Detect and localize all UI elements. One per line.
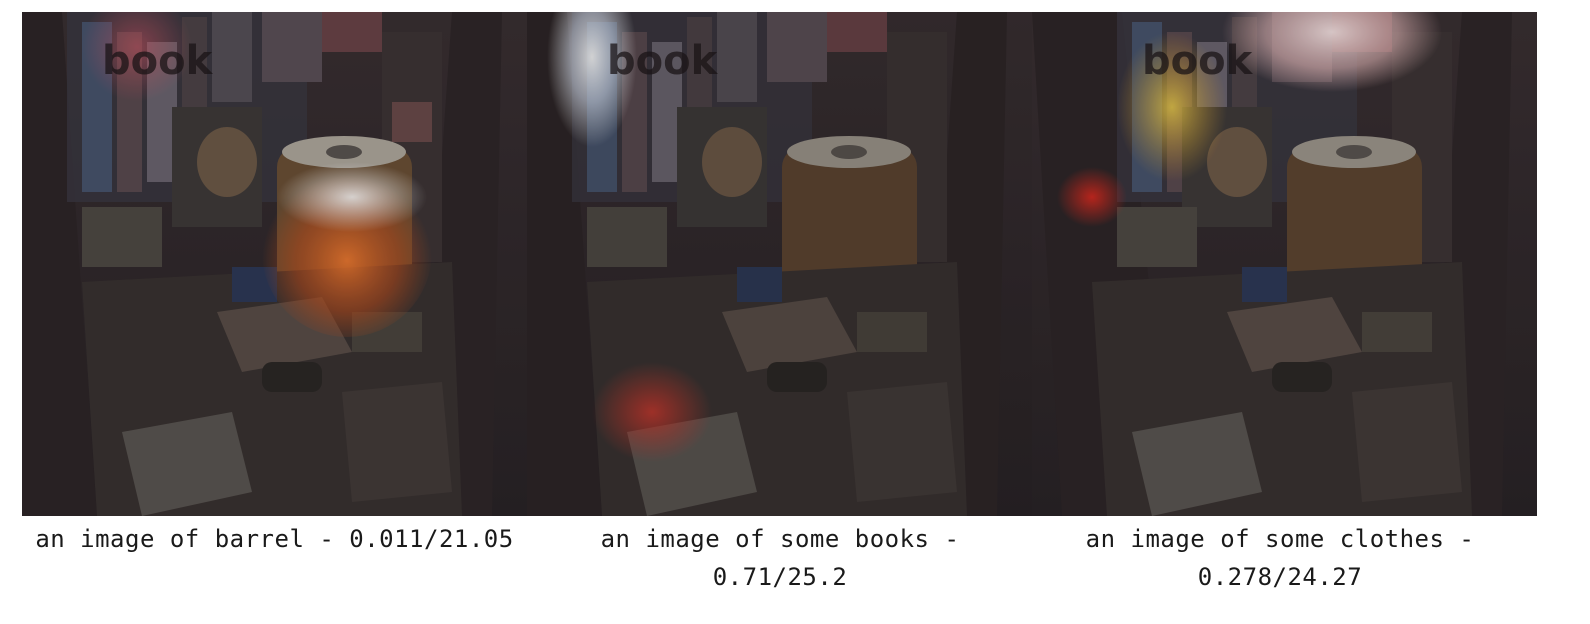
book-watermark: book	[102, 38, 214, 84]
book-watermark: book	[1142, 38, 1254, 84]
heatmap-panel-books: book	[527, 12, 1032, 516]
heatmap-panel-barrel: book	[22, 12, 527, 516]
cluttered-room-photo: book	[1032, 12, 1537, 516]
attention-strip: book	[22, 12, 1537, 516]
book-watermark: book	[607, 38, 719, 84]
caption-text: an image of some clothes - 0.278/24.27	[1085, 525, 1475, 591]
caption-text: an image of barrel - 0.011/21.05	[35, 525, 514, 553]
caption-clothes: an image of some clothes - 0.278/24.27	[1060, 520, 1500, 596]
caption-barrel: an image of barrel - 0.011/21.05	[22, 520, 527, 558]
caption-books: an image of some books - 0.71/25.2	[560, 520, 1000, 596]
cluttered-room-photo: book	[527, 12, 1032, 516]
heatmap-panel-clothes: book	[1032, 12, 1537, 516]
caption-text: an image of some books - 0.71/25.2	[600, 525, 960, 591]
cluttered-room-photo: book	[22, 12, 527, 516]
